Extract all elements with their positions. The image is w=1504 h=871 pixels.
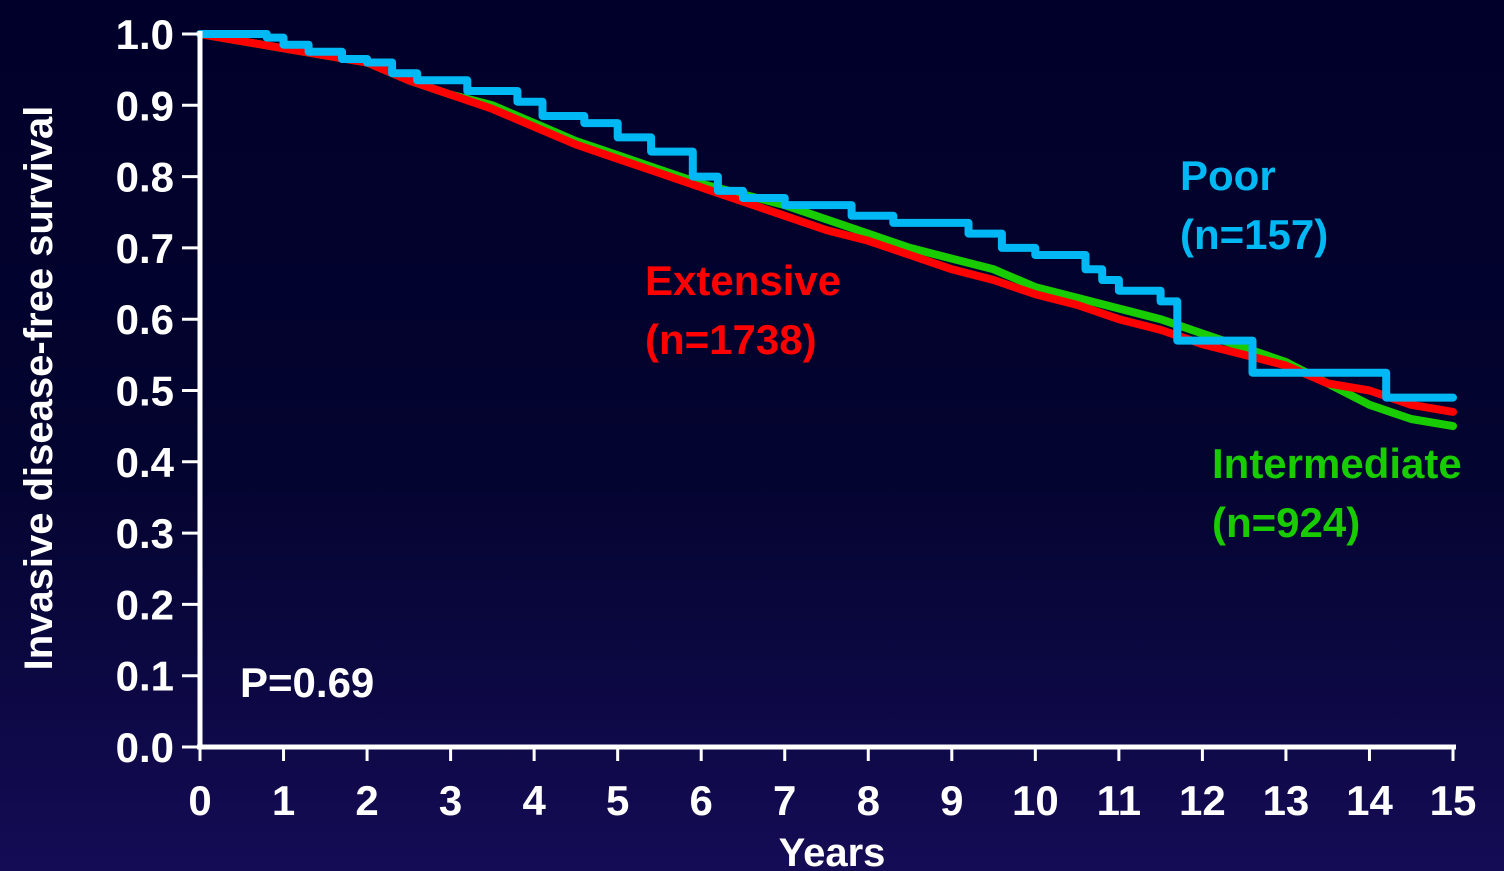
y-tick-label: 0.9 xyxy=(116,82,174,129)
y-tick-label: 0.8 xyxy=(116,154,174,201)
x-tick-label: 7 xyxy=(773,777,796,824)
y-tick-label: 0.7 xyxy=(116,225,174,272)
x-tick-label: 12 xyxy=(1179,777,1226,824)
series-n-intermediate: (n=924) xyxy=(1212,499,1360,546)
y-tick-label: 0.6 xyxy=(116,296,174,343)
series-n-poor: (n=157) xyxy=(1180,211,1328,258)
y-tick-label: 0.4 xyxy=(116,439,175,486)
series-label-poor: Poor xyxy=(1180,152,1276,199)
x-tick-label: 10 xyxy=(1012,777,1059,824)
y-tick-label: 0.2 xyxy=(116,581,174,628)
series-line-extensive xyxy=(196,30,1457,416)
x-tick-label: 9 xyxy=(940,777,963,824)
series-line-poor xyxy=(196,30,1457,402)
x-axis-title: Years xyxy=(779,831,886,871)
x-tick-label: 2 xyxy=(355,777,378,824)
y-tick-label: 0.1 xyxy=(116,653,174,700)
x-tick-label: 6 xyxy=(690,777,713,824)
y-axis-title: Invasive disease-free survival xyxy=(17,106,61,671)
x-tick-label: 11 xyxy=(1097,777,1141,824)
x-ticks: 0 1 2 3 4 5 6 7 8 9 10 11 12 13 14 15 xyxy=(188,747,1476,824)
series-label-intermediate: Intermediate xyxy=(1212,440,1462,487)
x-tick-label: 5 xyxy=(606,777,629,824)
x-tick-label: 14 xyxy=(1346,777,1393,824)
series-n-extensive: (n=1738) xyxy=(645,316,817,363)
y-tick-label: 0.3 xyxy=(116,510,174,557)
x-tick-label: 4 xyxy=(522,777,546,824)
series-label-extensive: Extensive xyxy=(645,257,841,304)
x-tick-label: 8 xyxy=(857,777,880,824)
x-tick-label: 1 xyxy=(272,777,295,824)
axes xyxy=(197,31,1456,750)
x-tick-label: 3 xyxy=(439,777,462,824)
y-tick-label: 0.0 xyxy=(116,724,174,771)
y-tick-label: 1.0 xyxy=(116,11,174,58)
series-lines xyxy=(196,30,1457,431)
x-tick-label: 13 xyxy=(1263,777,1310,824)
x-tick-label: 0 xyxy=(188,777,211,824)
x-tick-label: 15 xyxy=(1430,777,1477,824)
p-value-label: P=0.69 xyxy=(240,659,374,706)
y-tick-label: 0.5 xyxy=(116,368,174,415)
y-ticks: 0.0 0.1 0.2 0.3 0.4 0.5 0.6 0.7 0.8 0.9 1.0 xyxy=(116,11,200,771)
